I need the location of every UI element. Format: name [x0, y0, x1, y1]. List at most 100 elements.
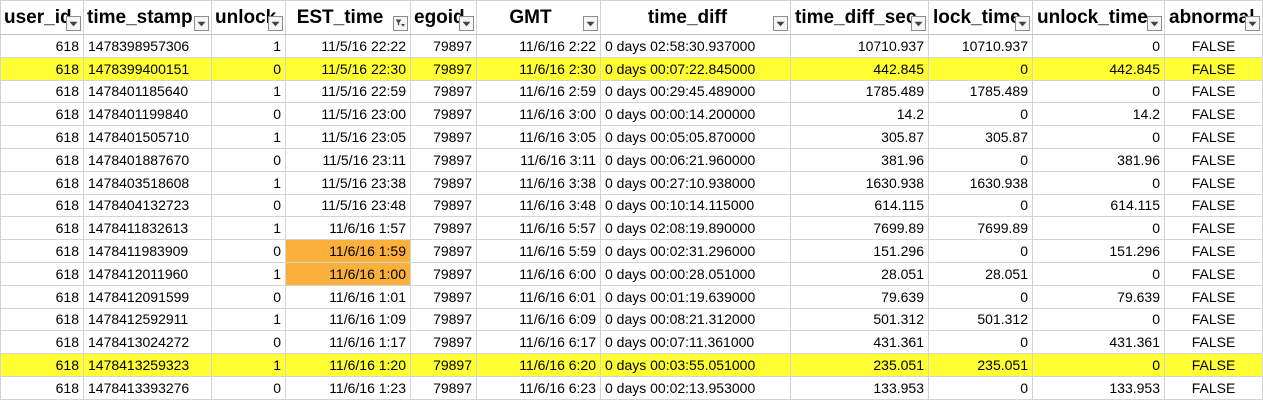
cell-est-time[interactable]: 11/5/16 22:59 [285, 79, 411, 104]
cell-lock-time[interactable]: 305.87 [928, 125, 1033, 149]
cell-time-stamp[interactable]: 1478411983909 [83, 239, 212, 263]
cell-unlock-time[interactable]: 431.361 [1032, 330, 1165, 355]
cell-lock-time[interactable]: 28.051 [928, 261, 1033, 286]
cell-unlock-time[interactable]: 133.953 [1032, 375, 1165, 400]
cell-user-id[interactable]: 618 [0, 170, 84, 195]
cell-time-diff[interactable]: 0 days 00:00:28.051000 [600, 261, 791, 286]
cell-time-diff[interactable]: 0 days 02:08:19.890000 [600, 216, 791, 241]
cell-time-diff[interactable]: 0 days 00:08:21.312000 [600, 307, 791, 332]
cell-gmt[interactable]: 11/6/16 6:23 [476, 375, 601, 400]
cell-unlock[interactable]: 1 [211, 34, 286, 58]
cell-user-id[interactable]: 618 [0, 375, 84, 400]
cell-lock-time[interactable]: 0 [928, 239, 1033, 263]
cell-gmt[interactable]: 11/6/16 2:59 [476, 79, 601, 104]
cell-time-diff[interactable]: 0 days 00:01:19.639000 [600, 284, 791, 309]
cell-abnormal[interactable]: FALSE [1164, 34, 1263, 58]
cell-unlock-time[interactable]: 0 [1032, 34, 1165, 58]
cell-egoid[interactable]: 79897 [410, 239, 477, 263]
cell-lock-time[interactable]: 235.051 [928, 353, 1033, 377]
cell-abnormal[interactable]: FALSE [1164, 284, 1263, 309]
cell-egoid[interactable]: 79897 [410, 102, 477, 127]
cell-time-stamp[interactable]: 1478404132723 [83, 193, 212, 218]
cell-user-id[interactable]: 618 [0, 284, 84, 309]
cell-est-time[interactable]: 11/6/16 1:23 [285, 375, 411, 400]
cell-unlock-time[interactable]: 79.639 [1032, 284, 1165, 309]
cell-egoid[interactable]: 79897 [410, 353, 477, 377]
cell-lock-time[interactable]: 0 [928, 102, 1033, 127]
cell-time-diff-sec[interactable]: 501.312 [790, 307, 929, 332]
cell-est-time[interactable]: 11/5/16 23:05 [285, 125, 411, 149]
cell-gmt[interactable]: 11/6/16 6:17 [476, 330, 601, 355]
cell-time-diff-sec[interactable]: 151.296 [790, 239, 929, 263]
cell-lock-time[interactable]: 10710.937 [928, 34, 1033, 58]
cell-gmt[interactable]: 11/6/16 3:38 [476, 170, 601, 195]
cell-user-id[interactable]: 618 [0, 330, 84, 355]
cell-egoid[interactable]: 79897 [410, 193, 477, 218]
cell-abnormal[interactable]: FALSE [1164, 193, 1263, 218]
cell-time-diff[interactable]: 0 days 00:29:45.489000 [600, 79, 791, 104]
cell-time-diff[interactable]: 0 days 00:02:13.953000 [600, 375, 791, 400]
filter-dropdown-icon[interactable] [911, 16, 926, 31]
cell-unlock-time[interactable]: 14.2 [1032, 102, 1165, 127]
cell-time-stamp[interactable]: 1478413393276 [83, 375, 212, 400]
cell-time-stamp[interactable]: 1478401199840 [83, 102, 212, 127]
cell-time-stamp[interactable]: 1478398957306 [83, 34, 212, 58]
cell-est-time[interactable]: 11/6/16 1:57 [285, 216, 411, 241]
cell-unlock-time[interactable]: 0 [1032, 79, 1165, 104]
cell-time-diff[interactable]: 0 days 00:02:31.296000 [600, 239, 791, 263]
filter-dropdown-icon[interactable] [1245, 16, 1260, 31]
cell-egoid[interactable]: 79897 [410, 147, 477, 172]
cell-time-stamp[interactable]: 1478412011960 [83, 261, 212, 286]
filter-dropdown-icon[interactable] [268, 16, 283, 31]
cell-lock-time[interactable]: 0 [928, 193, 1033, 218]
cell-time-diff-sec[interactable]: 133.953 [790, 375, 929, 400]
cell-time-diff[interactable]: 0 days 00:05:05.870000 [600, 125, 791, 149]
cell-abnormal[interactable]: FALSE [1164, 353, 1263, 377]
cell-unlock-time[interactable]: 381.96 [1032, 147, 1165, 172]
cell-user-id[interactable]: 618 [0, 34, 84, 58]
cell-time-diff[interactable]: 0 days 00:07:22.845000 [600, 56, 791, 81]
cell-time-diff[interactable]: 0 days 00:10:14.115000 [600, 193, 791, 218]
cell-est-time[interactable]: 11/5/16 23:48 [285, 193, 411, 218]
cell-unlock[interactable]: 1 [211, 307, 286, 332]
cell-est-time[interactable]: 11/5/16 23:00 [285, 102, 411, 127]
cell-unlock[interactable]: 0 [211, 102, 286, 127]
cell-user-id[interactable]: 618 [0, 56, 84, 81]
cell-time-diff[interactable]: 0 days 00:06:21.960000 [600, 147, 791, 172]
cell-time-diff[interactable]: 0 days 00:00:14.200000 [600, 102, 791, 127]
cell-user-id[interactable]: 618 [0, 79, 84, 104]
cell-time-stamp[interactable]: 1478403518608 [83, 170, 212, 195]
cell-user-id[interactable]: 618 [0, 353, 84, 377]
cell-unlock-time[interactable]: 0 [1032, 170, 1165, 195]
column-header-unlock[interactable]: unlock [211, 0, 286, 35]
cell-time-diff-sec[interactable]: 614.115 [790, 193, 929, 218]
column-header-lock-time[interactable]: lock_time [928, 0, 1033, 35]
filter-dropdown-icon[interactable] [66, 16, 81, 31]
cell-time-stamp[interactable]: 1478399400151 [83, 56, 212, 81]
cell-lock-time[interactable]: 0 [928, 284, 1033, 309]
cell-unlock-time[interactable]: 0 [1032, 125, 1165, 149]
column-header-time-diff[interactable]: time_diff [600, 0, 791, 35]
cell-gmt[interactable]: 11/6/16 2:30 [476, 56, 601, 81]
filter-active-icon[interactable] [393, 16, 408, 31]
cell-user-id[interactable]: 618 [0, 125, 84, 149]
cell-unlock[interactable]: 1 [211, 79, 286, 104]
cell-lock-time[interactable]: 1630.938 [928, 170, 1033, 195]
cell-time-diff[interactable]: 0 days 02:58:30.937000 [600, 34, 791, 58]
cell-user-id[interactable]: 618 [0, 261, 84, 286]
column-header-gmt[interactable]: GMT [476, 0, 601, 35]
cell-gmt[interactable]: 11/6/16 3:48 [476, 193, 601, 218]
cell-unlock-time[interactable]: 0 [1032, 216, 1165, 241]
cell-lock-time[interactable]: 0 [928, 56, 1033, 81]
filter-dropdown-icon[interactable] [459, 16, 474, 31]
cell-lock-time[interactable]: 1785.489 [928, 79, 1033, 104]
cell-gmt[interactable]: 11/6/16 3:05 [476, 125, 601, 149]
cell-gmt[interactable]: 11/6/16 6:09 [476, 307, 601, 332]
cell-unlock[interactable]: 0 [211, 284, 286, 309]
cell-gmt[interactable]: 11/6/16 5:57 [476, 216, 601, 241]
cell-abnormal[interactable]: FALSE [1164, 56, 1263, 81]
cell-unlock-time[interactable]: 0 [1032, 261, 1165, 286]
filter-dropdown-icon[interactable] [583, 16, 598, 31]
cell-time-diff-sec[interactable]: 431.361 [790, 330, 929, 355]
cell-unlock[interactable]: 0 [211, 56, 286, 81]
